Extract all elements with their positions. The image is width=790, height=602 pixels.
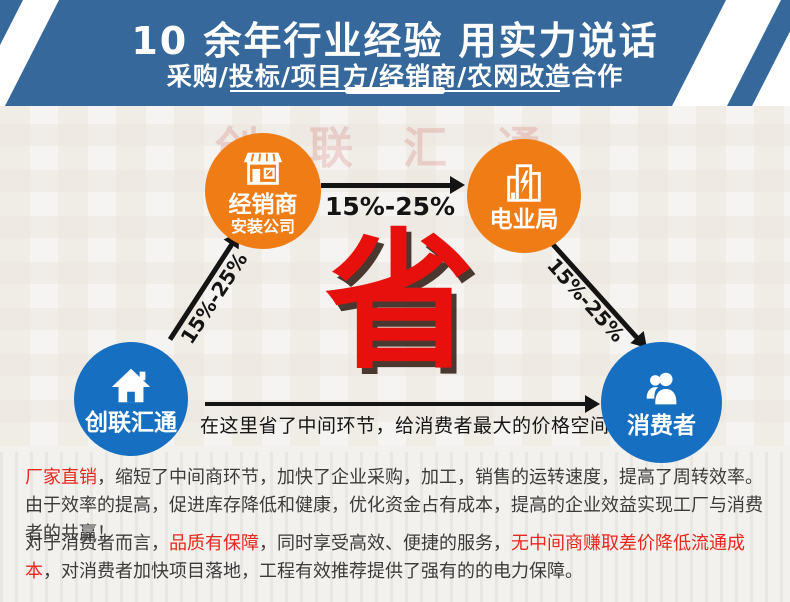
paragraph-2-red1: 品质有保障: [169, 533, 259, 554]
storefront-icon: [243, 152, 283, 186]
house-icon: [111, 368, 151, 403]
diagram-caption: 在这里省了中间环节，给消费者最大的价格空间: [200, 415, 610, 437]
node-bureau-label: 电业局: [489, 206, 559, 233]
power-building-icon: [507, 164, 541, 202]
node-power-bureau: 电业局: [467, 139, 581, 253]
fence-photo-background: [0, 452, 790, 602]
node-dealer-sublabel: 安装公司: [230, 217, 295, 237]
node-dealer: 经销商 安装公司: [205, 133, 321, 249]
subtitle-underline-center: [345, 87, 445, 94]
page-title: 10 余年行业经验 用实力说话: [131, 19, 659, 63]
node-dealer-label: 经销商: [228, 192, 298, 219]
page-subtitle: 采购/投标/项目方/经销商/农网改造合作: [166, 62, 624, 91]
paragraph-1-red-lead: 厂家直销: [25, 467, 97, 488]
paragraph-1-body: ，缩短了中间商环节，加快了企业采购，加工，销售的运转速度，提高了周转效率。由于效…: [25, 467, 763, 544]
people-icon: [646, 373, 676, 405]
node-consumer: 消费者: [601, 342, 722, 463]
arrow-label-dealer-to-bureau: 15%-25%: [325, 192, 456, 221]
diagram-area: 创联汇通 省 15%-25% 15%-25% 15%-25% 在这里省了中间环节…: [0, 106, 790, 602]
paragraph-consumer-benefit: 对于消费者而言，品质有保障，同时享受高效、便捷的服务，无中间商赚取差价降低流通成…: [25, 530, 770, 586]
arrow-company-to-consumer: [205, 394, 600, 413]
save-character: 省: [325, 216, 476, 390]
paragraph-factory-direct: 厂家直销，缩短了中间商环节，加快了企业采购，加工，销售的运转速度，提高了周转效率…: [25, 464, 770, 548]
node-consumer-label: 消费者: [627, 413, 696, 440]
paragraph-2-seg2: ，同时享受高效、便捷的服务，: [259, 533, 511, 554]
header-banner: 10 余年行业经验 用实力说话 采购/投标/项目方/经销商/农网改造合作: [0, 0, 790, 106]
paragraph-2-red2: 无中间商赚取差价降低流通成本: [25, 533, 745, 582]
paragraph-2-seg1: 对于消费者而言，: [25, 533, 169, 554]
node-company: 创联汇通: [74, 342, 188, 456]
arrow-dealer-to-bureau: [321, 176, 465, 194]
node-company-label: 创联汇通: [85, 409, 177, 436]
paragraph-2-seg3: ，对消费者加快项目落地，工程有效推荐提供了强有的的电力保障。: [43, 560, 583, 582]
